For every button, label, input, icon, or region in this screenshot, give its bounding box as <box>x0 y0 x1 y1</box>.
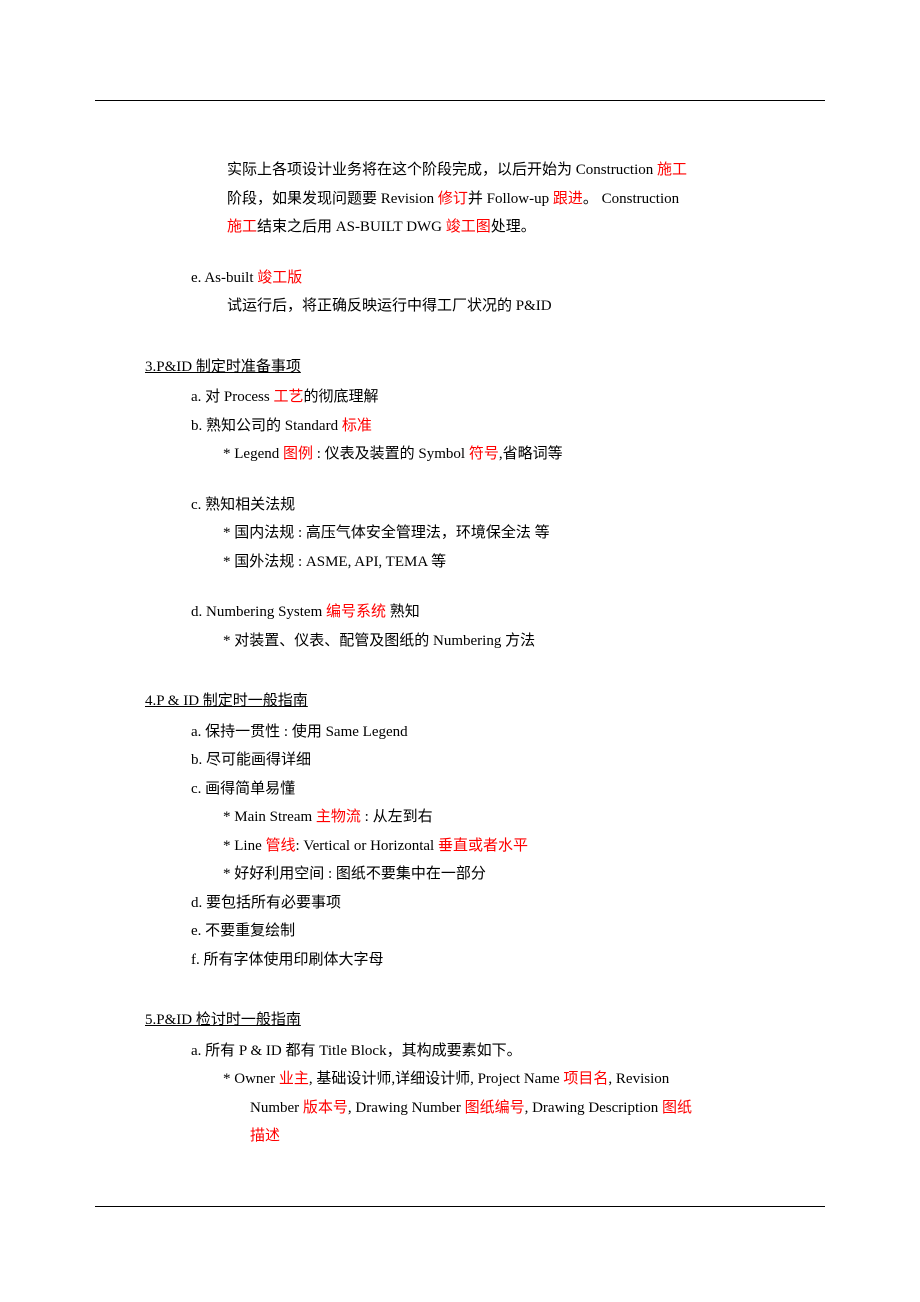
highlight: 图例 <box>283 446 313 462</box>
sub-item-cont: 描述 <box>145 1122 825 1151</box>
sub-item: * Line 管线: Vertical or Horizontal 垂直或者水平 <box>145 832 825 861</box>
bottom-rule <box>95 1206 825 1207</box>
section-4-title: 4.P & ID 制定时一般指南 <box>95 687 825 716</box>
text: 的彻底理解 <box>304 389 379 405</box>
sub-item: * Legend 图例 : 仪表及装置的 Symbol 符号,省略词等 <box>145 440 825 469</box>
text: a. 对 Process <box>191 389 274 405</box>
text: 实际上各项设计业务将在这个阶段完成，以后开始为 Construction <box>227 162 657 178</box>
list-item: a. 保持一贯性 : 使用 Same Legend <box>145 718 825 747</box>
highlight: 项目名 <box>563 1071 608 1087</box>
section-3-title: 3.P&ID 制定时准备事项 <box>95 353 825 382</box>
text: * Legend <box>223 446 283 462</box>
text: , Drawing Number <box>348 1100 465 1116</box>
highlight: 垂直或者水平 <box>438 838 528 854</box>
text: 熟知 <box>386 604 420 620</box>
list-item: d. Numbering System 编号系统 熟知 <box>145 598 825 627</box>
text: ,省略词等 <box>499 446 563 462</box>
text: , Drawing Description <box>525 1100 662 1116</box>
text: * Main Stream <box>223 809 316 825</box>
sub-item-cont: Number 版本号, Drawing Number 图纸编号, Drawing… <box>145 1094 825 1123</box>
highlight: 施工 <box>657 162 687 178</box>
list-item: b. 熟知公司的 Standard 标准 <box>145 412 825 441</box>
list-item: b. 尽可能画得详细 <box>145 746 825 775</box>
sub-item: * 国外法规 : ASME, API, TEMA 等 <box>145 548 825 577</box>
highlight: 描述 <box>250 1128 280 1144</box>
document-body: 实际上各项设计业务将在这个阶段完成，以后开始为 Construction 施工 … <box>95 156 825 1151</box>
sub-item: * Owner 业主, 基础设计师,详细设计师, Project Name 项目… <box>145 1065 825 1094</box>
section-5-title: 5.P&ID 检讨时一般指南 <box>95 1006 825 1035</box>
list-item: a. 所有 P & ID 都有 Title Block，其构成要素如下。 <box>145 1037 825 1066</box>
text: : 从左到右 <box>361 809 433 825</box>
text: 阶段，如果发现问题要 Revision <box>227 191 438 207</box>
highlight: 标准 <box>342 418 372 434</box>
text: , 基础设计师,详细设计师, Project Name <box>309 1071 564 1087</box>
sub-item: * 好好利用空间 : 图纸不要集中在一部分 <box>145 860 825 889</box>
highlight: 业主 <box>279 1071 309 1087</box>
highlight: 图纸 <box>662 1100 692 1116</box>
list-item: d. 要包括所有必要事项 <box>145 889 825 918</box>
sub-item: * Main Stream 主物流 : 从左到右 <box>145 803 825 832</box>
highlight: 竣工版 <box>257 270 302 286</box>
highlight: 主物流 <box>316 809 361 825</box>
highlight: 修订 <box>438 191 468 207</box>
list-item: a. 对 Process 工艺的彻底理解 <box>145 383 825 412</box>
text: e. As-built <box>191 270 257 286</box>
highlight: 符号 <box>469 446 499 462</box>
text: Number <box>250 1100 303 1116</box>
text: : 仪表及装置的 Symbol <box>313 446 469 462</box>
text: , Revision <box>608 1071 669 1087</box>
para-d-continuation: 实际上各项设计业务将在这个阶段完成，以后开始为 Construction 施工 … <box>145 156 825 242</box>
list-item: e. 不要重复绘制 <box>145 917 825 946</box>
sub-item: * 国内法规 : 高压气体安全管理法，环境保全法 等 <box>145 519 825 548</box>
highlight: 版本号 <box>303 1100 348 1116</box>
highlight: 编号系统 <box>326 604 386 620</box>
text: 处理。 <box>491 219 536 235</box>
highlight: 施工 <box>227 219 257 235</box>
text: * Line <box>223 838 266 854</box>
list-item: c. 熟知相关法规 <box>145 491 825 520</box>
text: 。 Construction <box>583 191 679 207</box>
highlight: 竣工图 <box>446 219 491 235</box>
highlight: 跟进 <box>553 191 583 207</box>
sub-item: * 对装置、仪表、配管及图纸的 Numbering 方法 <box>145 627 825 656</box>
highlight: 工艺 <box>274 389 304 405</box>
list-item: f. 所有字体使用印刷体大字母 <box>145 946 825 975</box>
text: d. Numbering System <box>191 604 326 620</box>
highlight: 图纸编号 <box>465 1100 525 1116</box>
list-item: c. 画得简单易懂 <box>145 775 825 804</box>
text: 结束之后用 AS-BUILT DWG <box>257 219 446 235</box>
text: b. 熟知公司的 Standard <box>191 418 342 434</box>
text: : Vertical or Horizontal <box>296 838 438 854</box>
text: * Owner <box>223 1071 279 1087</box>
top-rule <box>95 100 825 101</box>
highlight: 管线 <box>266 838 296 854</box>
item-e-desc: 试运行后，将正确反映运行中得工厂状况的 P&ID <box>145 292 825 321</box>
text: 并 Follow-up <box>468 191 553 207</box>
item-e: e. As-built 竣工版 <box>145 264 825 293</box>
